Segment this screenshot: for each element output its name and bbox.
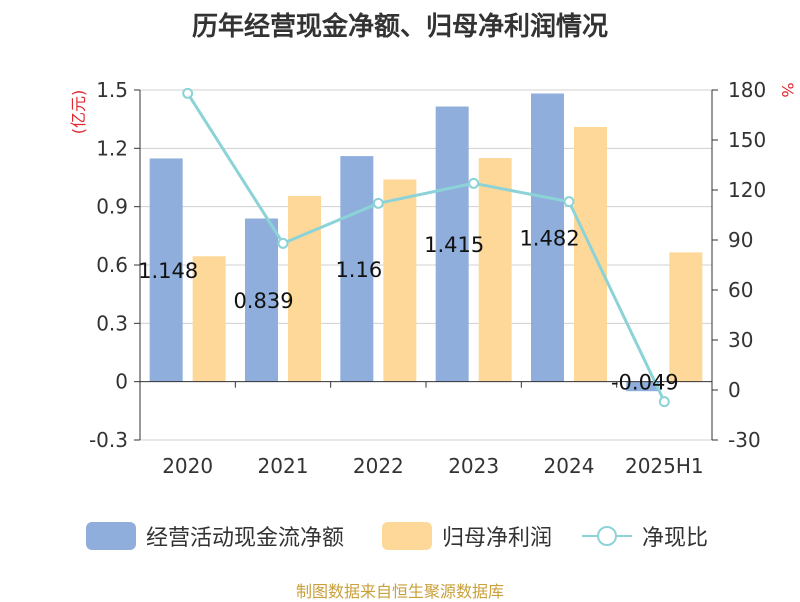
bar-cashflow [149, 158, 183, 382]
bar-net-profit [383, 179, 417, 382]
x-axis-tick-label: 2021 [258, 454, 309, 478]
grid-lines [140, 89, 712, 441]
bar-value-label: -0.049 [611, 371, 679, 395]
ratio-line-path [186, 92, 666, 403]
source-note: 制图数据来自恒生聚源数据库 [295, 582, 504, 601]
legend-label-ratio: 净现比 [642, 526, 709, 551]
legend: 经营活动现金流净额 归母净利润 净现比 [0, 516, 800, 556]
bar-value-label: 1.482 [519, 227, 579, 251]
left-axis-tick-label: 1.5 [96, 78, 128, 102]
left-axis-tick-label: 0.6 [96, 253, 128, 277]
bar-net-profit [669, 252, 703, 382]
ratio-line-point [372, 197, 384, 209]
left-axis-tick-label: 0.3 [96, 311, 128, 335]
bar-value-label: 1.415 [424, 233, 484, 257]
x-axis-tick-label: 2023 [448, 454, 499, 478]
right-axis-tick-label: -30 [728, 428, 761, 452]
legend-line-marker-icon [582, 522, 632, 550]
right-axis-tick-label: 0 [728, 378, 741, 402]
left-axis-title: (亿元) [69, 90, 88, 135]
ratio-line-point [277, 237, 289, 249]
bar-net-profit [574, 126, 607, 382]
legend-item-cashflow[interactable]: 经营活动现金流净额 [86, 516, 344, 556]
bar-cashflow [626, 381, 660, 392]
right-axis-tick-label: 30 [728, 328, 753, 352]
ratio-line-point [468, 177, 480, 189]
bar-net-profit [192, 256, 226, 382]
ratio-line [182, 87, 670, 408]
ratio-line-point [563, 196, 575, 208]
bar-net-profit [478, 158, 512, 382]
legend-swatch-net-profit [382, 522, 432, 550]
bar-cashflow [435, 106, 469, 382]
left-axis-tick-label: -0.3 [89, 428, 128, 452]
bar-value-label: 1.148 [138, 259, 198, 283]
x-axis-tick-label: 2024 [544, 454, 595, 478]
right-axis-tick-label: 60 [728, 278, 753, 302]
x-axis-tick-label: 2025H1 [625, 454, 704, 478]
legend-item-net-profit[interactable]: 归母净利润 [382, 516, 552, 556]
bar-value-label: 1.16 [335, 258, 382, 282]
legend-label-net-profit: 归母净利润 [442, 526, 553, 551]
data-labels: 1.148 0.839 1.16 1.415 1.482 -0.049 [138, 227, 679, 395]
right-axis-tick-label: 180 [728, 78, 766, 102]
ratio-line-point [658, 396, 670, 408]
legend-label-cashflow: 经营活动现金流净额 [146, 526, 345, 551]
right-axis-title: % [778, 82, 797, 97]
bar-cashflow [245, 218, 278, 382]
x-axis-tick-label: 2020 [162, 454, 213, 478]
ratio-line-point [182, 87, 194, 99]
bar-cashflow [531, 93, 564, 382]
left-axis-tick-label: 1.2 [96, 136, 128, 160]
bar-cashflow [340, 156, 374, 382]
legend-swatch-cashflow [86, 522, 136, 550]
left-axis-tick-label: 0 [115, 370, 128, 394]
bars [149, 93, 703, 392]
legend-item-ratio[interactable]: 净现比 [582, 516, 708, 556]
right-axis-tick-label: 120 [728, 178, 766, 202]
bar-value-label: 0.839 [233, 289, 293, 313]
x-axis-tick-label: 2022 [353, 454, 404, 478]
axes: 1.5 1.2 0.9 0.6 0.3 0 -0.3 180 150 120 90 60 30 0 -30 2… [89, 78, 766, 478]
bar-net-profit [288, 195, 321, 382]
right-axis-tick-label: 90 [728, 228, 753, 252]
chart-title: 历年经营现金净额、归母净利润情况 [191, 12, 608, 42]
right-axis-tick-label: 150 [728, 128, 766, 152]
left-axis-tick-label: 0.9 [96, 195, 128, 219]
